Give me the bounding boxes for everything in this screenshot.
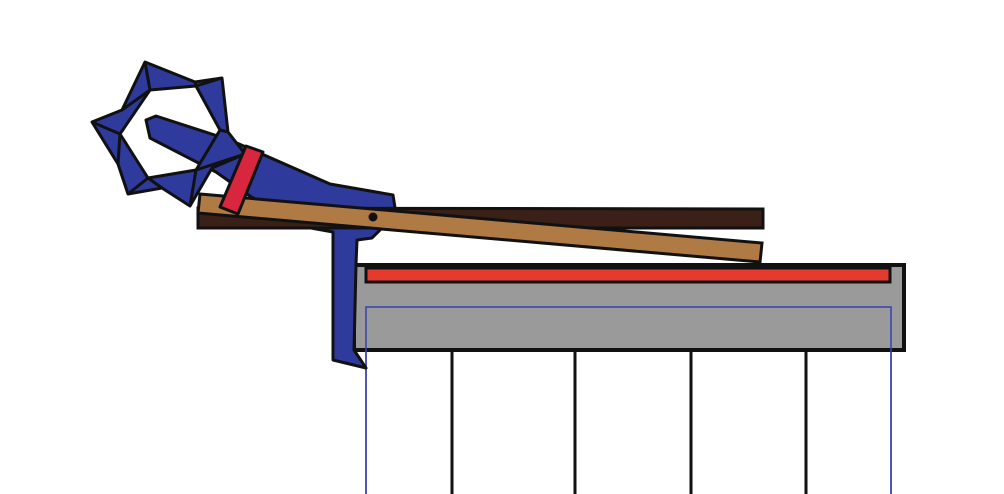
- table[interactable]: [352, 263, 906, 494]
- light-plank-shape: [196, 192, 764, 264]
- red-strap-shape: [218, 144, 265, 216]
- light-plank[interactable]: [196, 192, 764, 264]
- table-top-red-strip: [364, 266, 892, 284]
- red-strap[interactable]: [218, 144, 265, 216]
- pivot-dot-icon[interactable]: [368, 212, 378, 222]
- star-wheel-icon[interactable]: [90, 60, 247, 208]
- star-wheel-inner-lines: [91, 61, 246, 207]
